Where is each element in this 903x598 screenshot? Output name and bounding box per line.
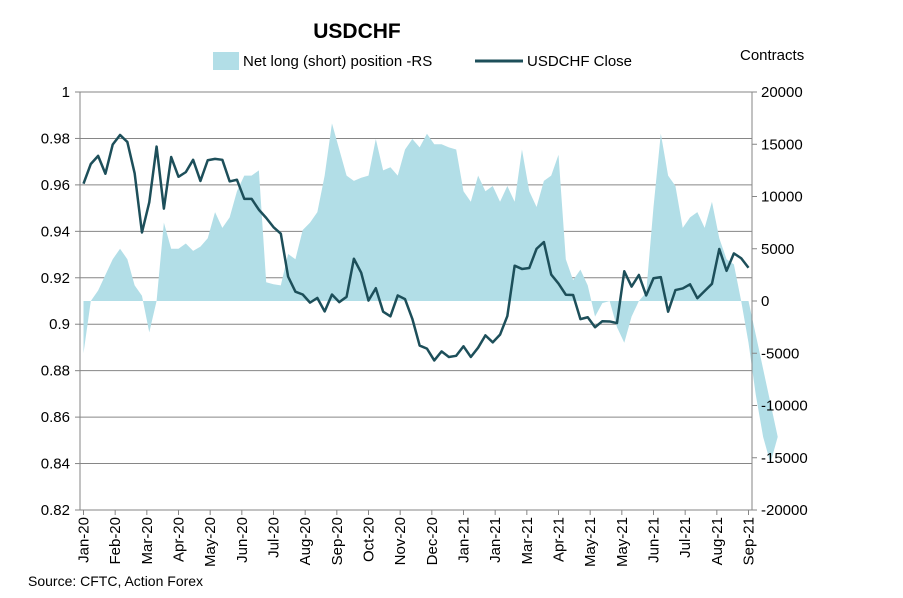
legend-area-swatch <box>213 52 239 70</box>
usdchf-close-line <box>82 133 750 362</box>
x-tick-label: Sep-21 <box>741 517 758 565</box>
x-tick-label: Jun-20 <box>234 517 251 563</box>
x-tick-label: May-21 <box>582 517 599 567</box>
x-tick-label: May-20 <box>202 517 219 567</box>
x-tick-label: Mar-20 <box>139 517 156 565</box>
left-tick-label: 1 <box>62 84 70 101</box>
x-tick-label: Jan-21 <box>456 517 473 563</box>
right-tick-label: 0 <box>761 293 769 310</box>
left-tick-label: 0.84 <box>41 456 70 473</box>
right-tick-label: 20000 <box>761 84 803 101</box>
right-axis-ticks: 20000 15000 10000 5000 0 -5000 -10000 -15000 -20… <box>752 84 808 519</box>
x-tick-label: Jul-21 <box>677 517 694 558</box>
legend-area-label: Net long (short) position -RS <box>243 53 432 70</box>
x-tick-label: Nov-20 <box>392 517 409 565</box>
right-axis-title: Contracts <box>740 47 804 64</box>
x-tick-label: Sep-20 <box>329 517 346 565</box>
left-tick-label: 0.9 <box>49 316 70 333</box>
x-tick-label: Jun-21 <box>646 517 663 563</box>
left-tick-label: 0.88 <box>41 363 70 380</box>
source-note: Source: CFTC, Action Forex <box>28 573 203 589</box>
chart-title: USDCHF <box>313 20 401 43</box>
right-tick-label: -5000 <box>761 345 799 362</box>
x-tick-label: Feb-20 <box>107 517 124 565</box>
x-tick-label: May-21 <box>614 517 631 567</box>
x-tick-label: Apr-21 <box>551 517 568 562</box>
x-tick-label: Jul-20 <box>266 517 283 558</box>
x-tick-label: Aug-20 <box>297 517 314 565</box>
right-tick-label: 10000 <box>761 189 803 206</box>
left-tick-label: 0.96 <box>41 177 70 194</box>
left-tick-label: 0.86 <box>41 409 70 426</box>
legend: Net long (short) position -RS USDCHF Clo… <box>213 52 632 70</box>
left-tick-label: 0.82 <box>41 502 70 519</box>
left-tick-label: 0.98 <box>41 130 70 147</box>
x-tick-label: Apr-20 <box>171 517 188 562</box>
left-tick-label: 0.94 <box>41 223 70 240</box>
x-tick-label: Aug-21 <box>709 517 726 565</box>
right-tick-label: 15000 <box>761 136 803 153</box>
right-tick-label: -10000 <box>761 398 808 415</box>
x-tick-label: Dec-20 <box>424 517 441 565</box>
x-tick-label: Jan-21 <box>487 517 504 563</box>
left-axis-ticks: 1 0.98 0.96 0.94 0.92 0.9 0.88 0.86 0.84 0.82 <box>41 84 80 519</box>
legend-line-label: USDCHF Close <box>527 53 632 70</box>
right-tick-label: -20000 <box>761 502 808 519</box>
right-tick-label: -15000 <box>761 450 808 467</box>
x-tick-label: Mar-21 <box>519 517 536 565</box>
left-tick-label: 0.92 <box>41 270 70 287</box>
x-tick-label: Jan-20 <box>76 517 93 563</box>
x-tick-label: Oct-20 <box>361 517 378 562</box>
x-axis-ticks: Jan-20 Feb-20 Mar-20 Apr-20 May-20 Jun-20 Jul-… <box>76 510 758 567</box>
right-tick-label: 5000 <box>761 241 794 258</box>
